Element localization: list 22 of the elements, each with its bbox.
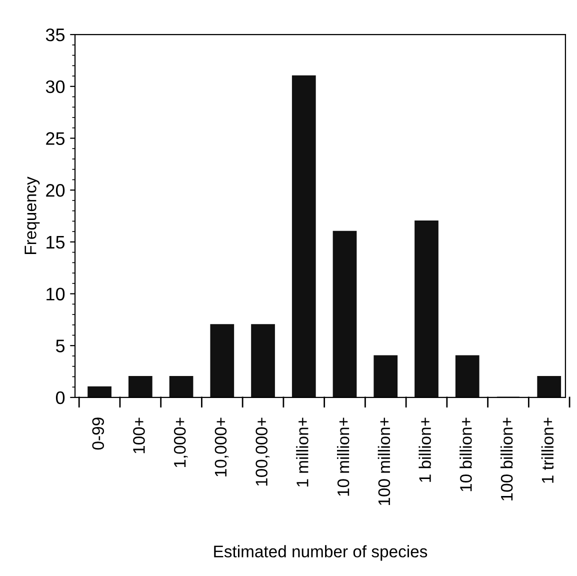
y-tick-label: 10 — [46, 288, 65, 300]
y-tick-label: 5 — [56, 340, 65, 352]
x-tick-label: 1 billion+ — [418, 418, 431, 482]
y-axis-title: Frequency — [24, 176, 40, 254]
x-tick-label: 100 million+ — [378, 418, 390, 506]
y-tick-label: 15 — [46, 236, 65, 249]
x-tick-label: 10 billion+ — [460, 418, 472, 492]
y-tick-label: 35 — [46, 28, 65, 42]
x-tick-label: 100,000+ — [256, 418, 270, 486]
x-tick-label: 1,000+ — [174, 418, 188, 468]
x-tick-label: 100 billion+ — [500, 418, 513, 500]
y-tick-label: 30 — [46, 80, 65, 94]
y-tick-label: 20 — [46, 184, 65, 197]
x-axis-title: Estimated number of species — [214, 545, 428, 561]
x-tick-label: 10,000+ — [214, 418, 229, 476]
x-tick-label: 100+ — [133, 418, 145, 454]
y-tick-label: 0 — [56, 391, 65, 404]
x-tick-label: 10 million+ — [336, 418, 350, 496]
x-tick-label: 1 million+ — [296, 418, 308, 486]
y-tick-label: 25 — [46, 132, 65, 145]
x-tick-label: 1 trillion+ — [541, 418, 554, 483]
x-tick-label: 0-99 — [92, 418, 104, 450]
